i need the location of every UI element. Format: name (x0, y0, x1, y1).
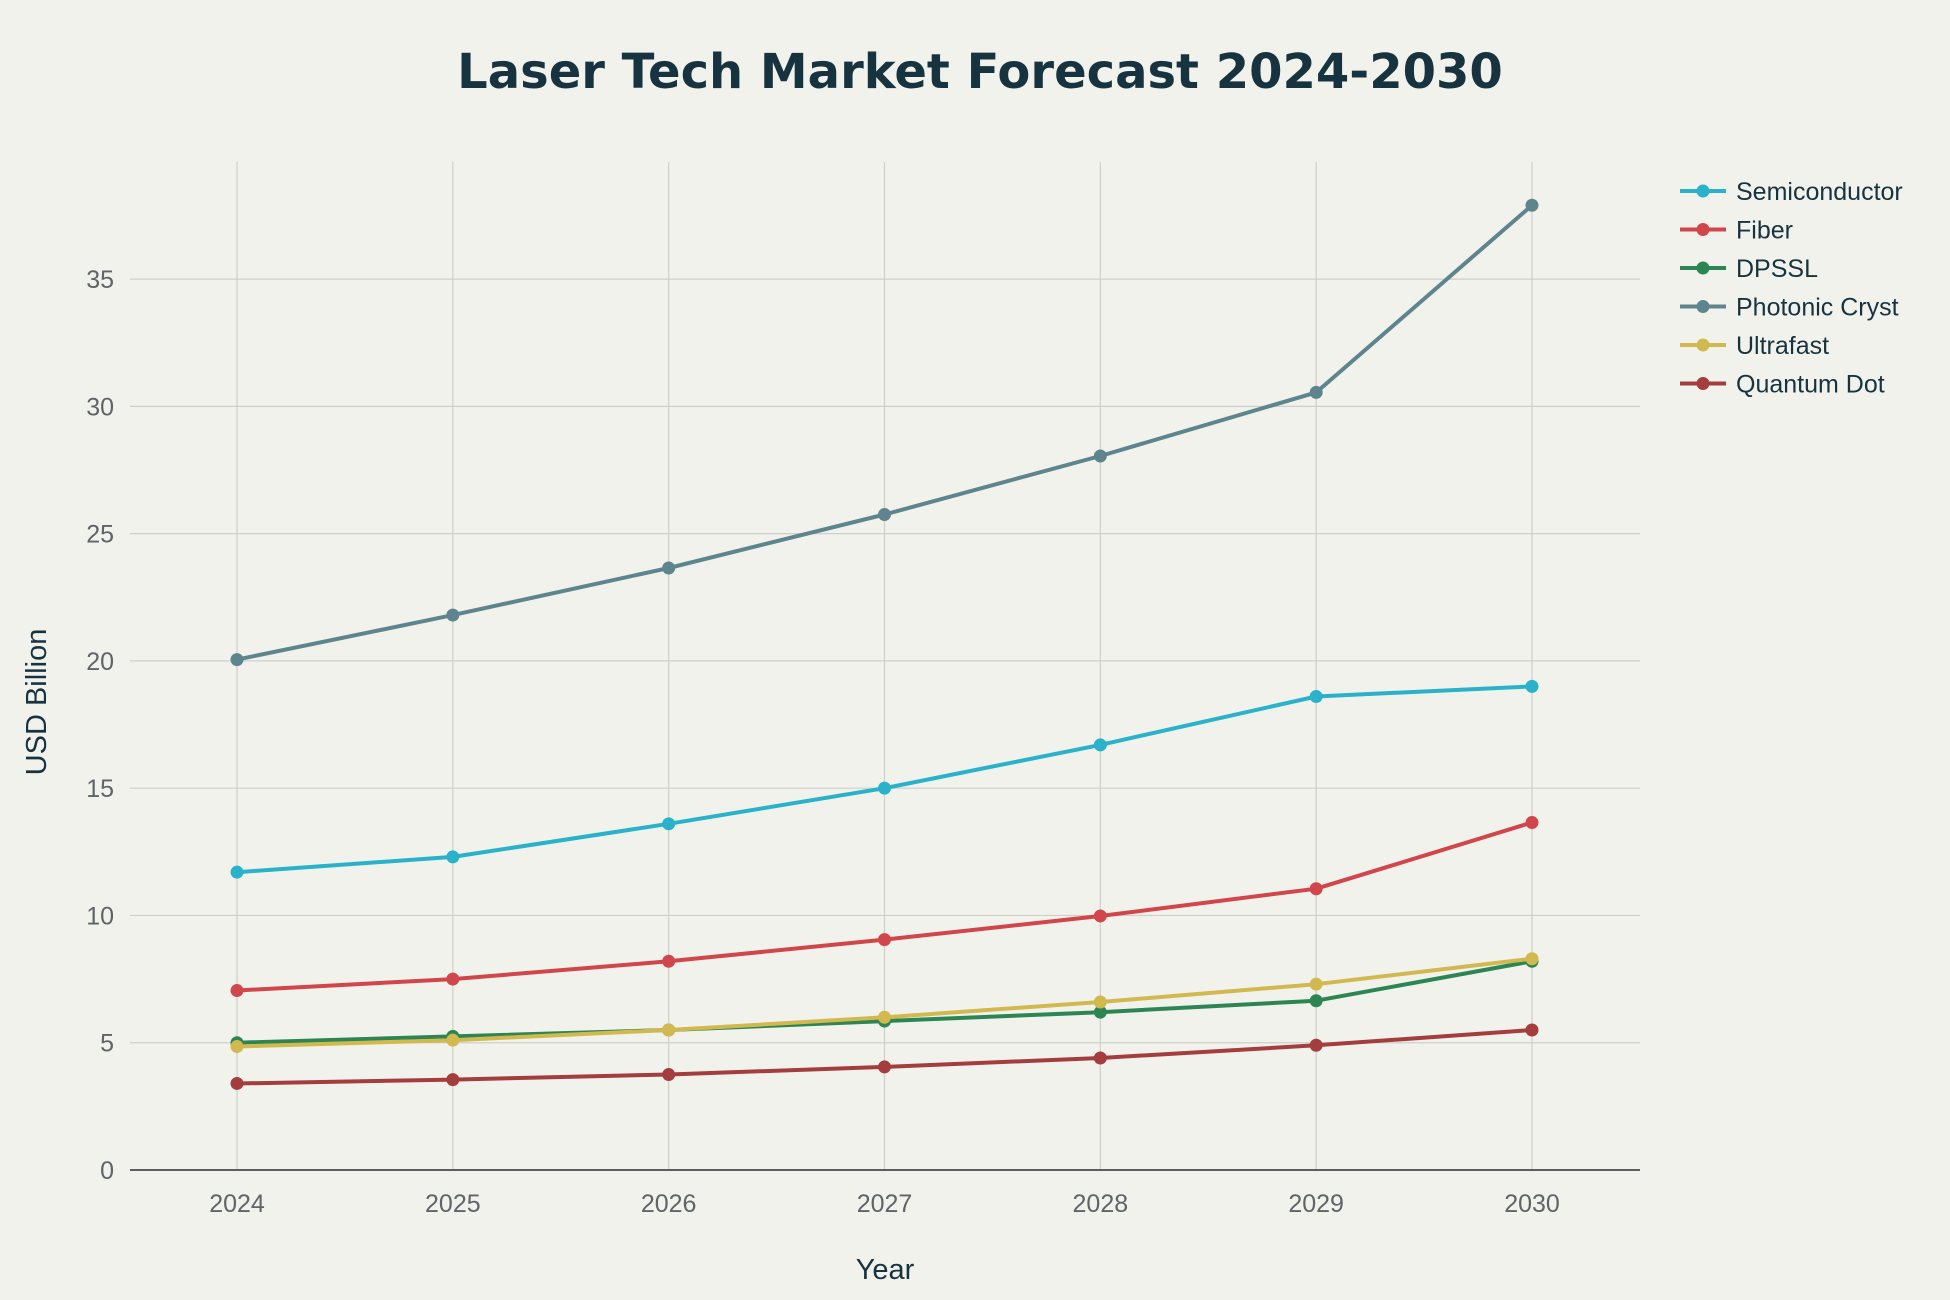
x-axis-title: Year (856, 1254, 915, 1286)
data-point-photonic-cryst (1525, 198, 1539, 212)
data-point-semiconductor (230, 865, 244, 879)
series-quantum-dot (230, 1023, 1539, 1090)
data-point-dpssl (1309, 994, 1323, 1008)
data-point-ultrafast (1525, 952, 1539, 966)
data-point-photonic-cryst (878, 508, 891, 522)
series-fiber (230, 816, 1539, 998)
legend-swatch-marker (1696, 300, 1710, 313)
data-point-quantum-dot (662, 1068, 676, 1082)
series-layer (230, 198, 1539, 1090)
legend-label: Semiconductor (1736, 178, 1903, 206)
x-tick-label: 2027 (857, 1190, 913, 1218)
data-point-ultrafast (230, 1040, 244, 1054)
legend-swatch-marker (1696, 338, 1710, 352)
data-point-fiber (1093, 909, 1107, 923)
legend-label: DPSSL (1736, 255, 1818, 283)
data-point-ultrafast (446, 1033, 460, 1047)
legend-item-dpssl[interactable]: DPSSL (1680, 255, 1818, 283)
y-axis-title: USD Billion (21, 629, 53, 776)
data-point-semiconductor (878, 781, 891, 795)
data-point-fiber (1309, 882, 1323, 896)
data-point-quantum-dot (1525, 1023, 1539, 1037)
data-point-fiber (446, 972, 460, 986)
legend-item-semiconductor[interactable]: Semiconductor (1680, 178, 1903, 206)
data-point-dpssl (1093, 1005, 1107, 1019)
data-point-photonic-cryst (1093, 449, 1107, 463)
x-tick-label: 2030 (1504, 1190, 1560, 1218)
x-tick-label: 2028 (1073, 1190, 1129, 1218)
data-point-ultrafast (662, 1023, 676, 1037)
data-point-photonic-cryst (662, 561, 676, 575)
y-tick-label: 20 (86, 648, 114, 676)
chart-title: Laser Tech Market Forecast 2024-2030 (457, 44, 1503, 100)
data-point-semiconductor (446, 850, 460, 864)
x-tick-label: 2025 (425, 1190, 481, 1218)
x-tick-label: 2026 (641, 1190, 697, 1218)
grid-layer (130, 162, 1640, 1170)
data-point-quantum-dot (878, 1060, 891, 1074)
data-point-semiconductor (1525, 679, 1539, 693)
y-tick-label: 35 (86, 266, 114, 294)
legend[interactable]: Semiconductor Fiber DPSSL Photonic Cryst Ult… (1680, 178, 1903, 399)
data-point-photonic-cryst (1309, 385, 1323, 399)
data-point-semiconductor (1309, 690, 1323, 704)
legend-label: Quantum Dot (1736, 371, 1885, 399)
data-point-ultrafast (878, 1010, 891, 1024)
data-point-photonic-cryst (230, 653, 244, 667)
legend-label: Photonic Cryst (1736, 294, 1899, 322)
y-tick-label: 30 (86, 393, 114, 421)
y-tick-label: 15 (86, 775, 114, 803)
data-point-photonic-cryst (446, 608, 460, 622)
legend-item-ultrafast[interactable]: Ultrafast (1680, 332, 1829, 360)
legend-item-fiber[interactable]: Fiber (1680, 217, 1793, 245)
legend-swatch-marker (1696, 377, 1710, 390)
series-ultrafast (230, 952, 1539, 1054)
data-point-quantum-dot (1093, 1051, 1107, 1065)
tick-layer: 2024 2025 2026 2027 2028 2029 2030051015202530… (86, 266, 1560, 1218)
legend-swatch-marker (1696, 261, 1710, 275)
y-tick-label: 10 (86, 902, 114, 930)
data-point-ultrafast (1093, 995, 1107, 1009)
y-tick-label: 0 (100, 1157, 114, 1185)
y-tick-label: 25 (86, 521, 114, 549)
data-point-quantum-dot (446, 1073, 460, 1087)
data-point-fiber (230, 984, 244, 998)
data-point-quantum-dot (1309, 1038, 1323, 1052)
data-point-semiconductor (1093, 738, 1107, 752)
legend-label: Fiber (1736, 217, 1793, 245)
x-tick-label: 2024 (209, 1190, 265, 1218)
legend-swatch-marker (1696, 184, 1710, 198)
legend-swatch-marker (1696, 223, 1710, 236)
data-point-quantum-dot (230, 1076, 244, 1090)
legend-label: Ultrafast (1736, 332, 1829, 360)
data-point-semiconductor (662, 817, 676, 831)
series-semiconductor (230, 679, 1539, 879)
data-point-fiber (662, 954, 676, 968)
series-photonic-cryst (230, 198, 1539, 667)
y-tick-label: 5 (100, 1030, 114, 1058)
data-point-fiber (1525, 816, 1539, 830)
x-tick-label: 2029 (1288, 1190, 1344, 1218)
data-point-ultrafast (1309, 977, 1323, 991)
data-point-fiber (878, 933, 891, 947)
legend-item-quantum-dot[interactable]: Quantum Dot (1680, 371, 1885, 399)
legend-item-photonic-cryst[interactable]: Photonic Cryst (1680, 294, 1899, 322)
